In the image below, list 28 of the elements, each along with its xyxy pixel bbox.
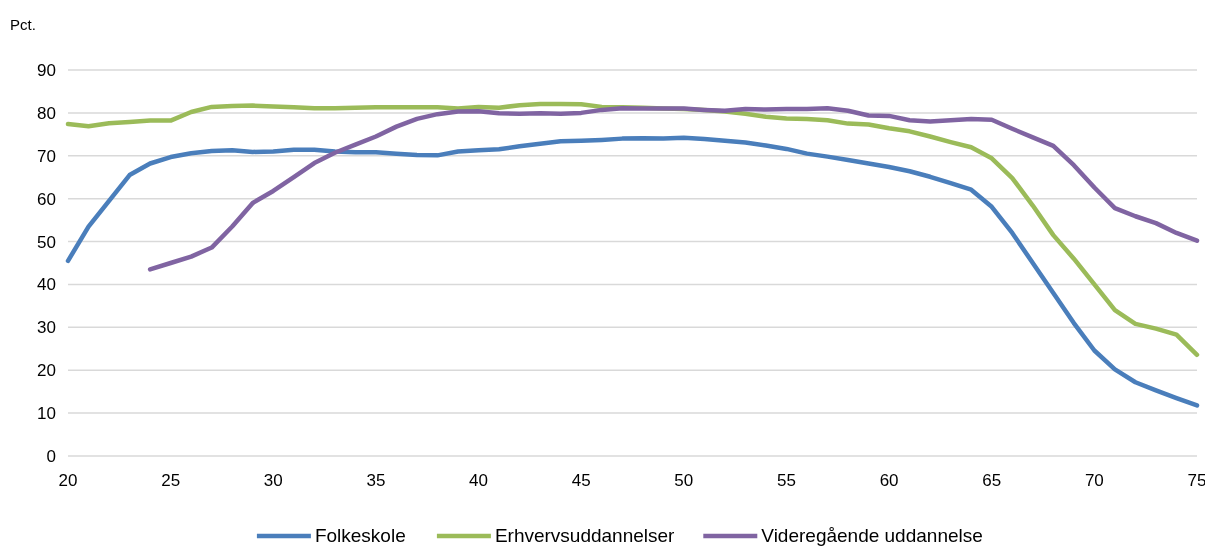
x-tick-label: 65: [982, 471, 1002, 490]
x-tick-label: 40: [469, 471, 489, 490]
legend-label: Erhvervsuddannelser: [494, 525, 676, 546]
y-axis-title: Pct.: [10, 16, 36, 33]
x-tick-label: 60: [879, 471, 899, 490]
y-tick-label: 60: [37, 189, 56, 209]
x-tick-label: 25: [161, 471, 181, 490]
y-tick-label: 90: [37, 60, 56, 80]
legend-label: Folkeskole: [314, 525, 406, 546]
x-tick-label: 75: [1187, 471, 1207, 490]
y-tick-label: 50: [37, 232, 56, 252]
y-tick-label: 40: [37, 275, 56, 295]
y-tick-label: 70: [37, 146, 56, 166]
legend-label: Videregående uddannelse: [761, 525, 983, 546]
x-tick-label: 50: [674, 471, 694, 490]
y-tick-label: 0: [46, 446, 56, 466]
x-tick-label: 70: [1084, 471, 1104, 490]
line-series: [147, 105, 1200, 272]
x-tick-label: 30: [263, 471, 283, 490]
x-tick-label: 45: [571, 471, 591, 490]
x-tick-label: 55: [776, 471, 796, 490]
x-tick-label: 20: [58, 471, 78, 490]
y-tick-label: 80: [37, 103, 56, 123]
y-tick-label: 30: [37, 318, 56, 338]
y-tick-label: 10: [37, 404, 56, 424]
line-series: [65, 135, 1200, 408]
x-tick-label: 35: [366, 471, 386, 490]
y-tick-label: 20: [37, 361, 56, 381]
